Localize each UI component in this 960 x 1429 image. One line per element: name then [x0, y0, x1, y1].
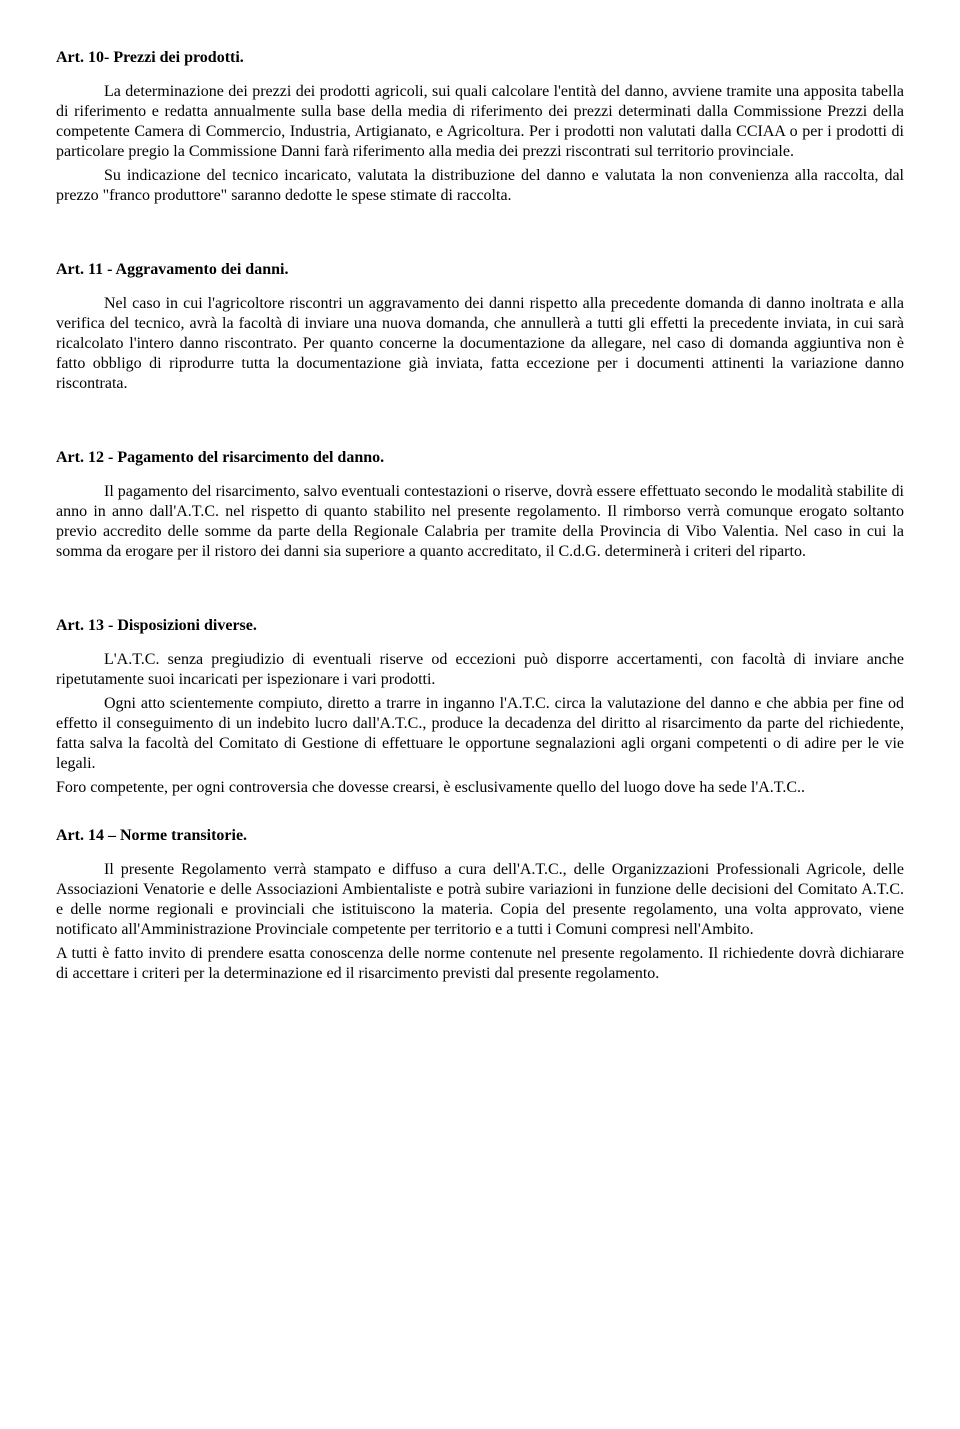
art13-p3: Foro competente, per ogni controversia c…	[56, 778, 904, 798]
art10-p1: La determinazione dei prezzi dei prodott…	[56, 82, 904, 162]
art11-p1: Nel caso in cui l'agricoltore riscontri …	[56, 294, 904, 394]
art10-p2: Su indicazione del tecnico incaricato, v…	[56, 166, 904, 206]
art13-title: Art. 13 - Disposizioni diverse.	[56, 616, 904, 636]
art14-p1: Il presente Regolamento verrà stampato e…	[56, 860, 904, 940]
art14-title: Art. 14 – Norme transitorie.	[56, 826, 904, 846]
art11-title: Art. 11 - Aggravamento dei danni.	[56, 260, 904, 280]
art13-p1: L'A.T.C. senza pregiudizio di eventuali …	[56, 650, 904, 690]
art12-p1: Il pagamento del risarcimento, salvo eve…	[56, 482, 904, 562]
art13-p2: Ogni atto scientemente compiuto, diretto…	[56, 694, 904, 774]
art10-title: Art. 10- Prezzi dei prodotti.	[56, 48, 904, 68]
art12-title: Art. 12 - Pagamento del risarcimento del…	[56, 448, 904, 468]
art14-p2: A tutti è fatto invito di prendere esatt…	[56, 944, 904, 984]
